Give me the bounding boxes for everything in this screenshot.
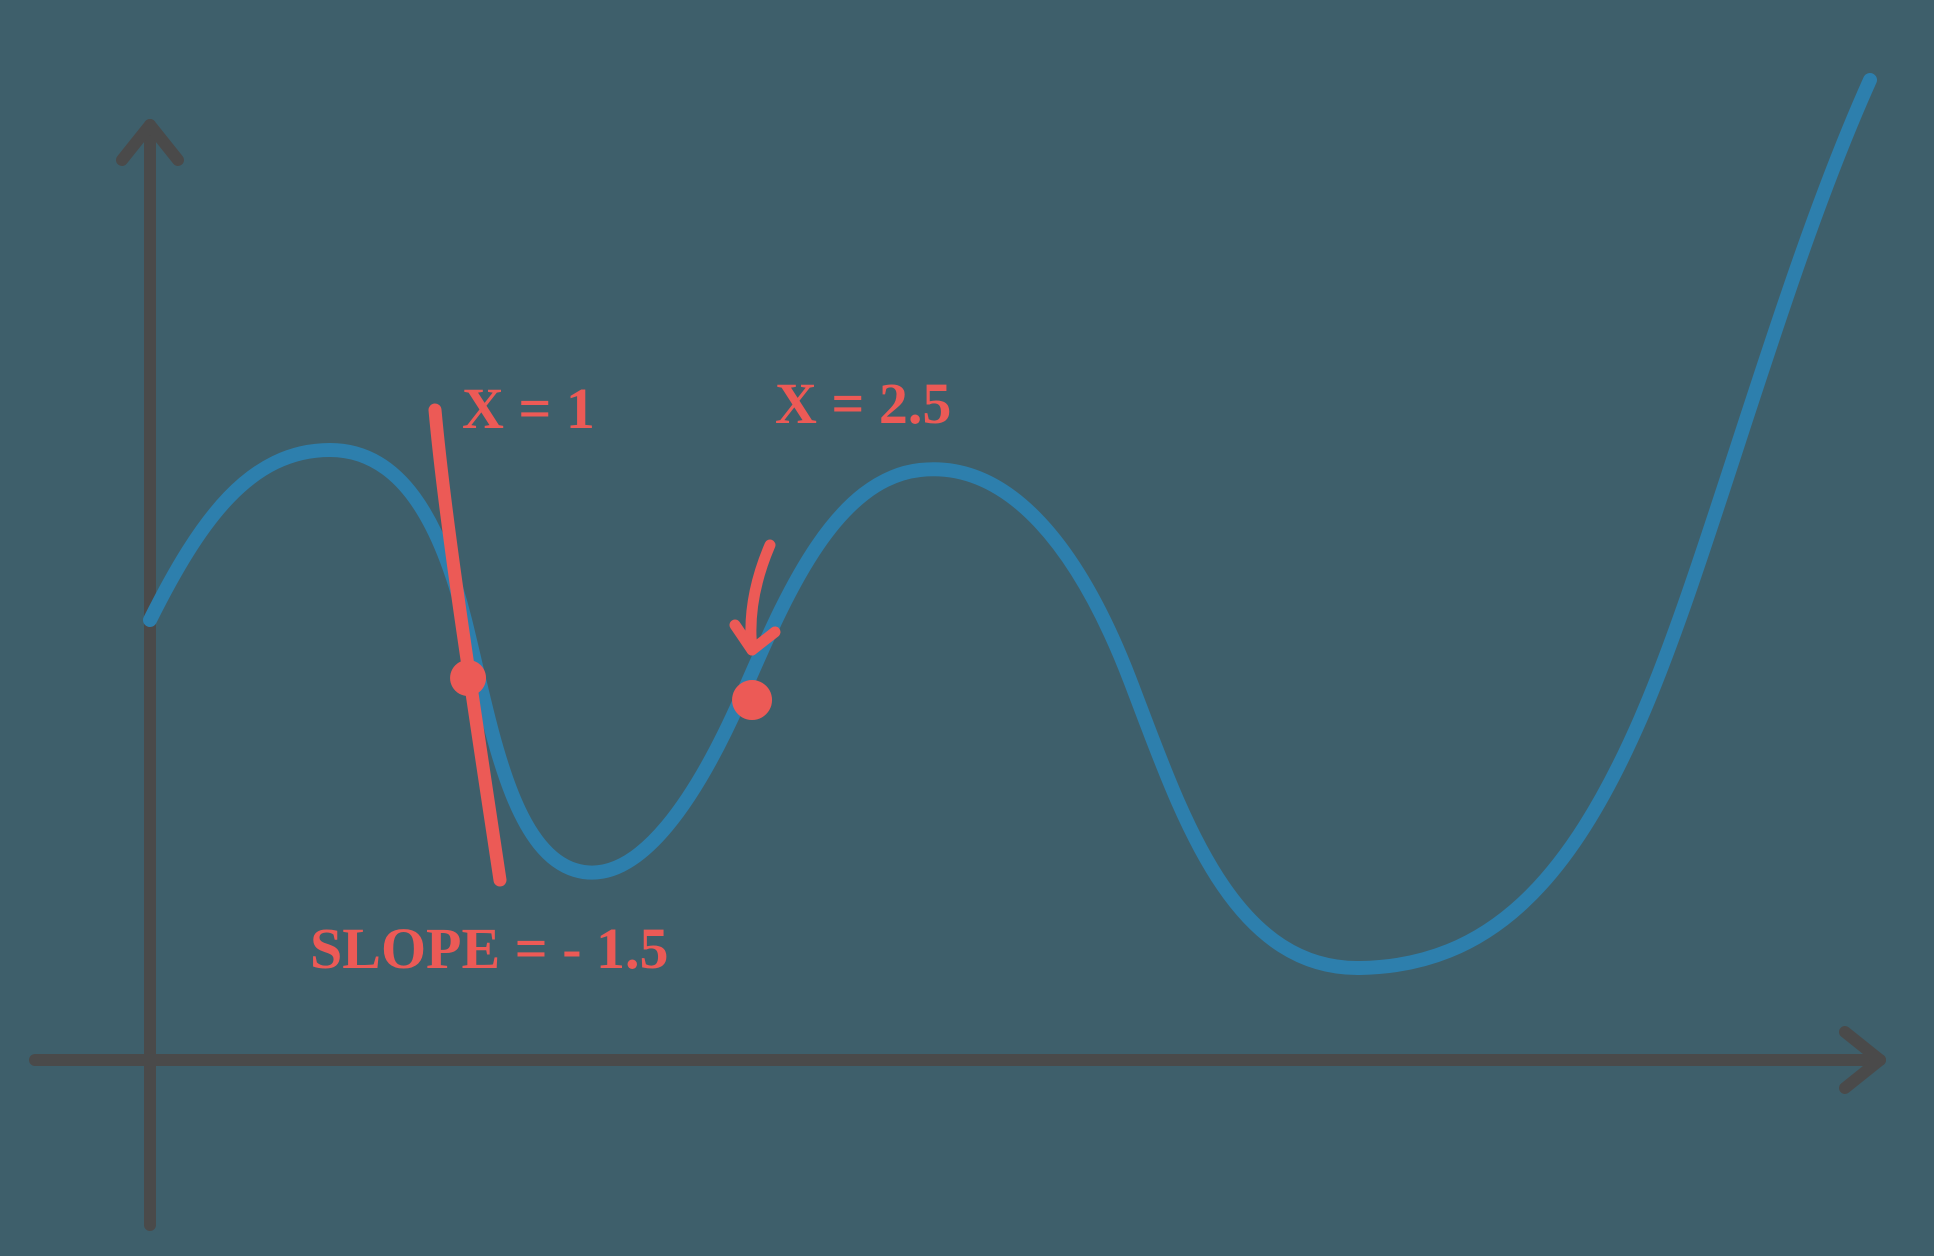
sketch-canvas: X = 1 X = 2.5 SLOPE = - 1.5 (0, 0, 1934, 1256)
background (0, 0, 1934, 1256)
point-x1 (450, 660, 486, 696)
sketch-svg (0, 0, 1934, 1256)
point-x25 (732, 680, 772, 720)
